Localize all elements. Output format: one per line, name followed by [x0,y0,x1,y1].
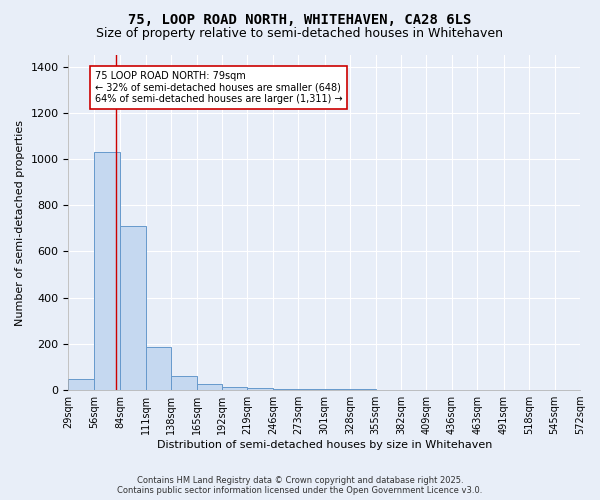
Bar [298,389,325,390]
Text: 75 LOOP ROAD NORTH: 79sqm
← 32% of semi-detached houses are smaller (648)
64% of: 75 LOOP ROAD NORTH: 79sqm ← 32% of semi-… [95,71,343,104]
Bar [197,384,222,390]
Text: Contains HM Land Registry data © Crown copyright and database right 2025.
Contai: Contains HM Land Registry data © Crown c… [118,476,482,495]
Y-axis label: Number of semi-detached properties: Number of semi-detached properties [15,120,25,326]
Bar [171,376,197,390]
Text: Size of property relative to semi-detached houses in Whitehaven: Size of property relative to semi-detach… [97,28,503,40]
X-axis label: Distribution of semi-detached houses by size in Whitehaven: Distribution of semi-detached houses by … [157,440,492,450]
Bar [120,226,146,390]
Bar [247,388,273,390]
Bar [68,378,94,390]
Text: 75, LOOP ROAD NORTH, WHITEHAVEN, CA28 6LS: 75, LOOP ROAD NORTH, WHITEHAVEN, CA28 6L… [128,12,472,26]
Bar [94,152,120,390]
Bar [222,386,247,390]
Bar [273,389,298,390]
Bar [146,348,171,390]
